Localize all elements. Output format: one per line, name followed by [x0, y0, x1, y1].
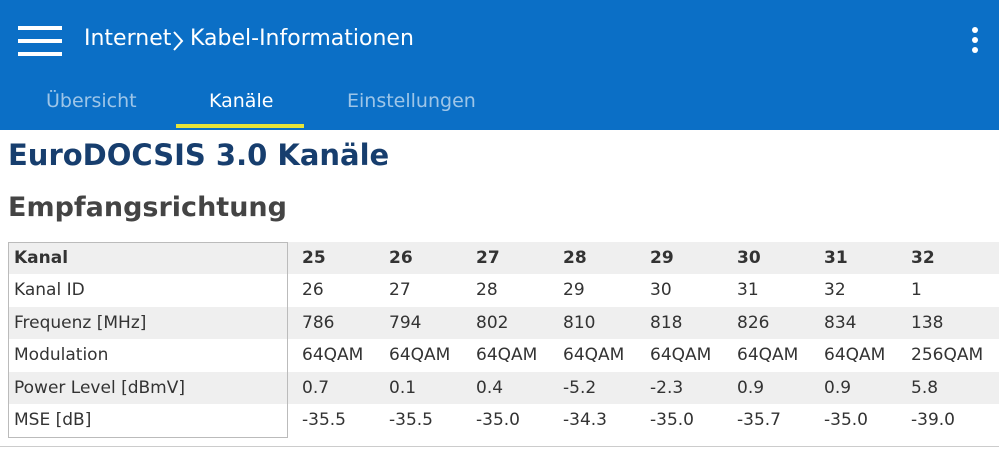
cell: 31 [824, 248, 848, 268]
cell: -35.5 [389, 410, 433, 430]
cell: 64QAM [824, 345, 886, 366]
divider [0, 446, 999, 447]
cell: -35.5 [302, 410, 346, 430]
cell: 256QAM [911, 345, 984, 366]
cell: 27 [389, 280, 411, 301]
cell: 26 [389, 248, 413, 268]
cell: 32 [824, 280, 846, 301]
cell: 0.4 [476, 377, 504, 398]
table-row: Kanal ID 26 27 28 29 30 31 32 1 [8, 274, 999, 306]
cell: 64QAM [302, 345, 364, 366]
cell: 138 [911, 312, 944, 333]
cell: 810 [563, 312, 596, 333]
cell: 31 [737, 280, 759, 301]
breadcrumb-item: Kabel-Informationen [190, 26, 414, 51]
cell: 28 [476, 280, 498, 301]
chevron [173, 31, 184, 51]
cell: 29 [563, 280, 585, 301]
cell: -34.3 [563, 410, 607, 430]
cell: 64QAM [737, 345, 799, 366]
cell: 794 [389, 312, 422, 333]
row-label: Kanal [14, 248, 69, 268]
cell: 818 [650, 312, 683, 333]
cell: -5.2 [563, 377, 597, 398]
table-row: Frequenz [MHz] 786 794 802 810 818 826 834 138 [8, 306, 999, 339]
cell: 0.7 [302, 377, 330, 398]
cell: 30 [737, 248, 761, 268]
row-label: Kanal ID [14, 280, 85, 301]
cell: 64QAM [389, 345, 451, 366]
tab[interactable]: Einstellungen [347, 90, 476, 112]
cell: 826 [737, 312, 770, 333]
more-button[interactable] [969, 25, 981, 57]
cell: -35.0 [824, 410, 868, 430]
cell: 0.1 [389, 377, 417, 398]
section-title: Empfangsrichtung [8, 192, 287, 223]
cell: 25 [302, 248, 326, 268]
cell: 64QAM [563, 345, 625, 366]
cell: -39.0 [911, 410, 955, 430]
active-tab-indicator [176, 124, 304, 128]
cell: 30 [650, 280, 672, 301]
cell: 32 [911, 248, 935, 268]
table-row: Power Level [dBmV] 0.7 0.1 0.4 -5.2 -2.3 0.9 0.… [8, 371, 999, 404]
table-header-row: Kanal 25 26 27 28 29 30 31 32 [8, 242, 999, 274]
row-label: Modulation [14, 345, 109, 366]
cell: 0.9 [824, 377, 852, 398]
cell: 28 [563, 248, 587, 268]
cell: -35.0 [476, 410, 520, 430]
cell: 786 [302, 312, 335, 333]
cell: -35.0 [650, 410, 694, 430]
cell: 64QAM [476, 345, 538, 366]
table-row: MSE [dB] -35.5 -35.5 -35.0 -34.3 -35.0 -35.7 -3… [8, 404, 999, 436]
row-label: MSE [dB] [14, 410, 92, 430]
menu-button[interactable] [16, 22, 66, 62]
cell: 64QAM [650, 345, 712, 366]
tab[interactable]: Übersicht [46, 90, 137, 112]
cell: 0.9 [737, 377, 765, 398]
app-bar: Internet Kabel-Informationen Übersicht Ka… [0, 0, 999, 130]
breadcrumb-item[interactable]: Internet [84, 26, 172, 51]
cell: 1 [911, 280, 922, 301]
cell: 5.8 [911, 377, 939, 398]
cell: 27 [476, 248, 500, 268]
cell: 26 [302, 280, 324, 301]
page-title: EuroDOCSIS 3.0 Kanäle [8, 138, 390, 172]
cell: 834 [824, 312, 857, 333]
tab[interactable]: Kanäle [209, 90, 274, 112]
cell: 29 [650, 248, 674, 268]
row-label: Frequenz [MHz] [14, 312, 147, 333]
row-label: Power Level [dBmV] [14, 377, 185, 398]
cell: -2.3 [650, 377, 684, 398]
cell: 802 [476, 312, 509, 333]
cell: -35.7 [737, 410, 781, 430]
table-row: Modulation 64QAM 64QAM 64QAM 64QAM 64QAM 64QAM… [8, 339, 999, 371]
label-column-border [8, 242, 288, 438]
